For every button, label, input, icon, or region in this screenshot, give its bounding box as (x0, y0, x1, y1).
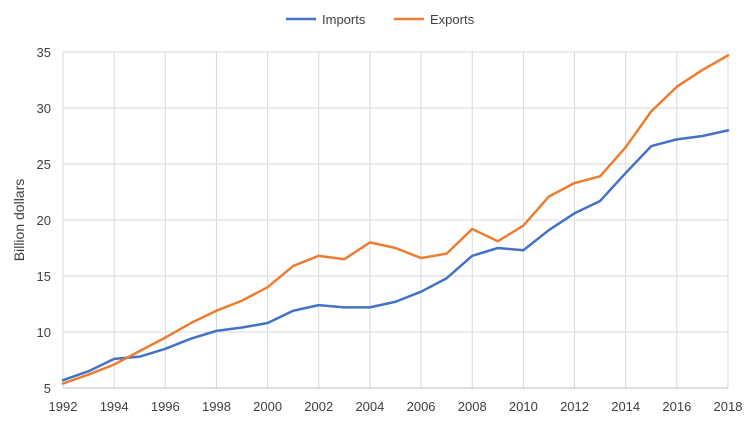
y-tick-label: 30 (37, 101, 51, 116)
x-tick-label: 1994 (100, 399, 129, 414)
axes: 5 10 15 20 25 30 35 1992 1994 1996 1998 2000 2002 200… (37, 45, 743, 414)
legend: Imports Exports (286, 12, 475, 27)
series-line-exports (61, 54, 730, 385)
x-tick-label: 2016 (662, 399, 691, 414)
y-axis-label: Billion dollars (11, 179, 27, 261)
y-tick-label: 25 (37, 157, 51, 172)
x-tick-label: 2000 (253, 399, 282, 414)
y-tick-label: 35 (37, 45, 51, 60)
y-tick-label: 15 (37, 269, 51, 284)
legend-label-exports: Exports (430, 12, 475, 27)
x-tick-label: 2010 (509, 399, 538, 414)
x-tick-label: 2014 (611, 399, 640, 414)
x-tick-label: 1996 (151, 399, 180, 414)
grid (62, 51, 729, 388)
y-tick-label: 10 (37, 325, 51, 340)
x-tick-label: 1998 (202, 399, 231, 414)
x-tick-label: 2008 (458, 399, 487, 414)
legend-label-imports: Imports (322, 12, 366, 27)
x-tick-label: 2004 (355, 399, 384, 414)
y-tick-label: 5 (44, 381, 51, 396)
x-tick-label: 2006 (407, 399, 436, 414)
x-tick-label: 1992 (49, 399, 78, 414)
x-tick-label: 2012 (560, 399, 589, 414)
y-tick-label: 20 (37, 213, 51, 228)
series-line-imports (61, 129, 730, 382)
x-tick-label: 2002 (304, 399, 333, 414)
series-layer (61, 54, 730, 385)
x-tick-label: 2018 (714, 399, 743, 414)
